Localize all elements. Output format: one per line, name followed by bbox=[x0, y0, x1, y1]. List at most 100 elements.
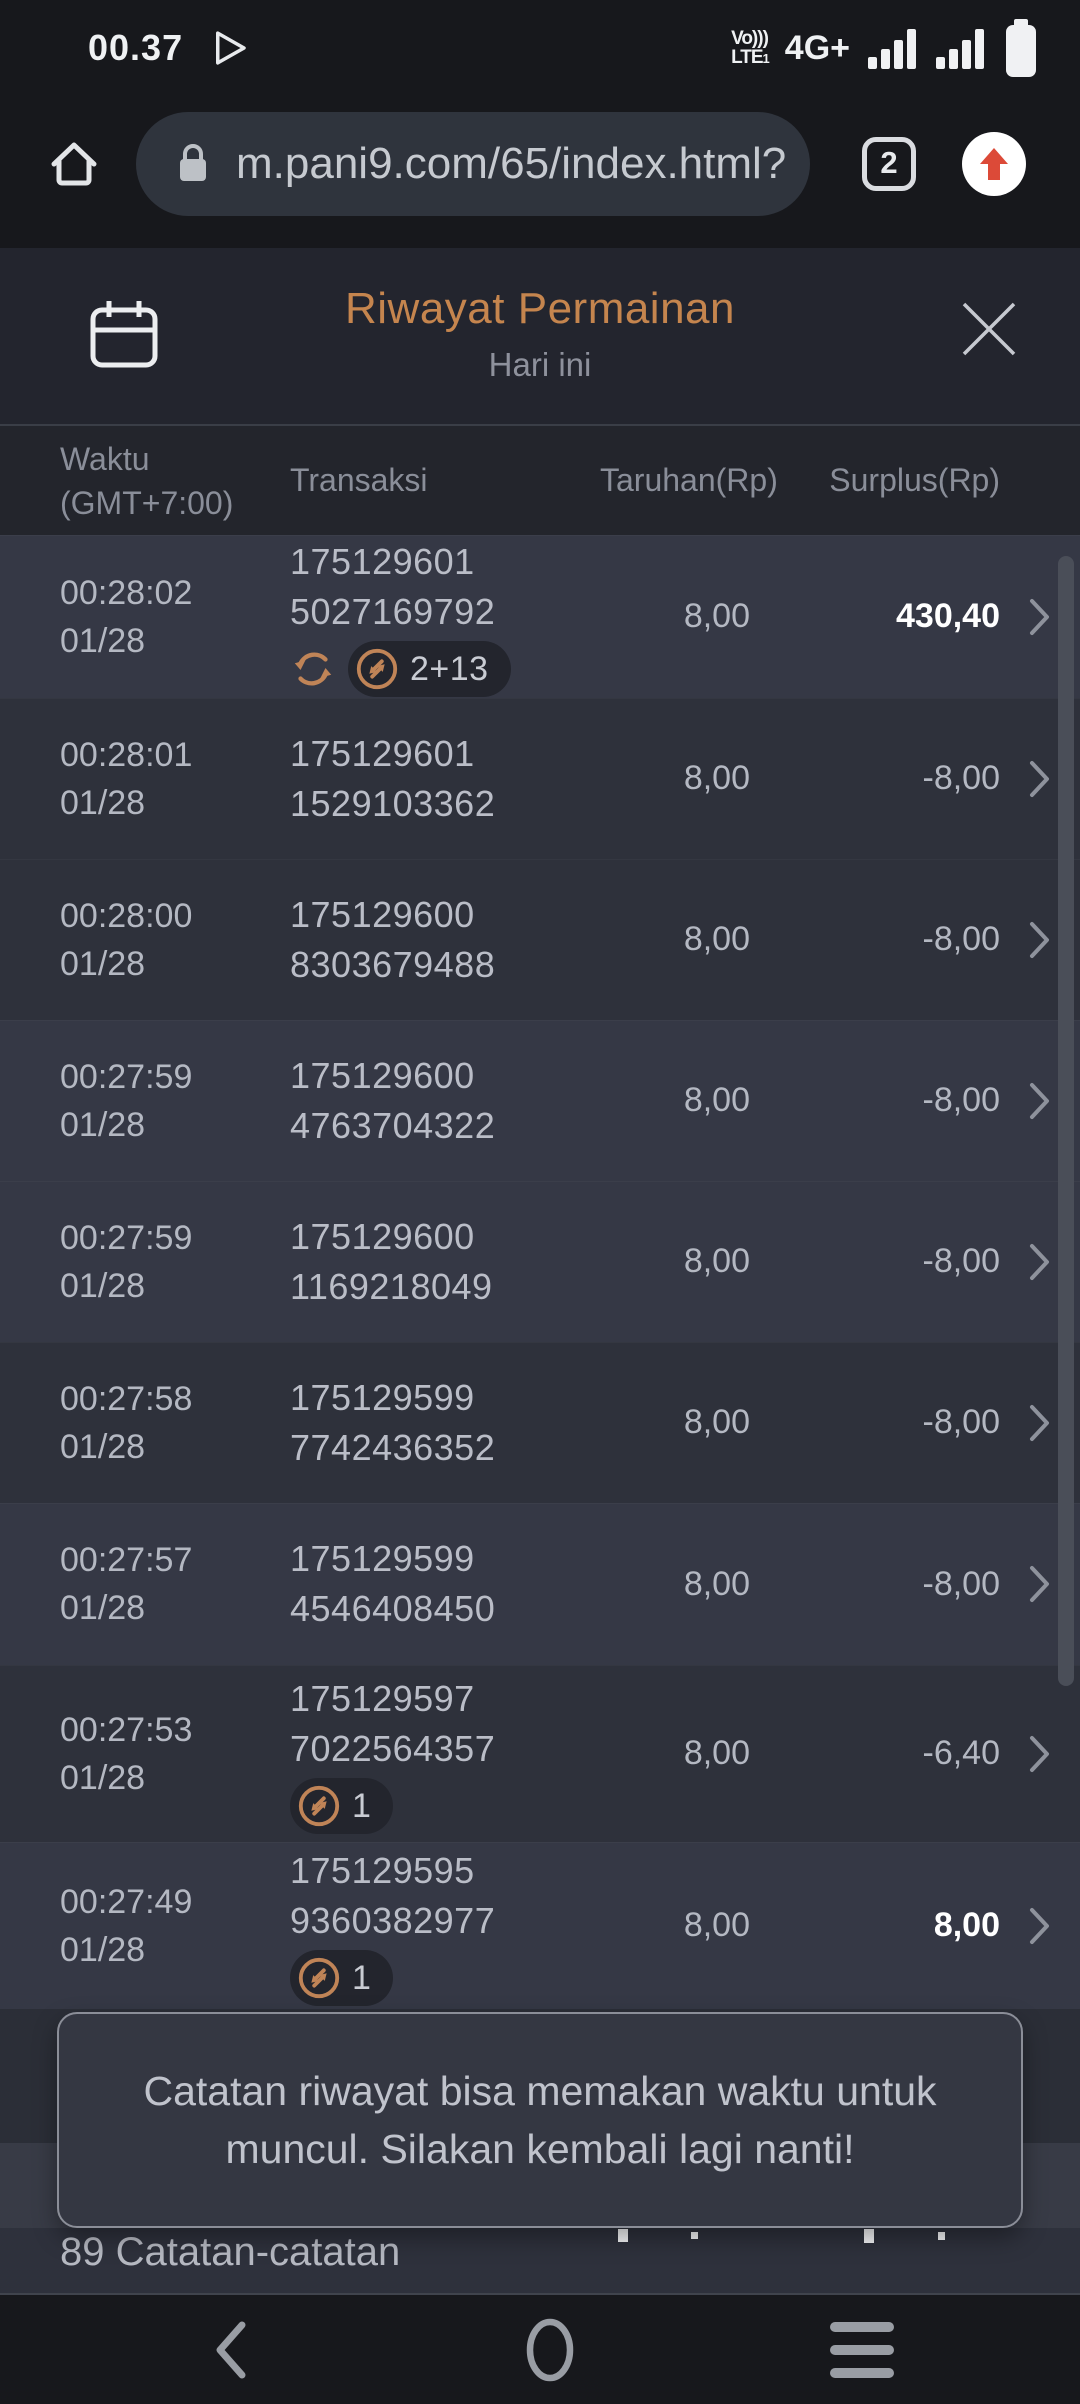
row-bet: 8,00 bbox=[683, 1242, 750, 1280]
table-row[interactable]: 00:27:59 01/28 175129600 4763704322 8,00… bbox=[0, 1020, 1080, 1181]
records-footer: 89 Catatan-catatan bbox=[0, 2228, 1080, 2293]
lock-icon bbox=[176, 142, 210, 186]
tab-switcher-button[interactable]: 2 bbox=[862, 137, 916, 191]
url-bar[interactable]: m.pani9.com/65/index.html? bbox=[136, 112, 810, 216]
row-time: 00:28:00 01/28 bbox=[60, 896, 193, 983]
chevron-right-icon bbox=[1028, 1402, 1052, 1444]
row-transaction: 175129597 7022564357 1 bbox=[290, 1674, 600, 1834]
occluded-text-fragment bbox=[618, 2229, 628, 2242]
column-header-transaction: Transaksi bbox=[290, 462, 428, 498]
row-surplus: 8,00 bbox=[933, 1906, 1000, 1944]
android-nav-bar bbox=[0, 2293, 1080, 2404]
row-bet: 8,00 bbox=[683, 1564, 750, 1603]
status-bar: 00.37 Vo))) LTE1 4G+ bbox=[0, 0, 1080, 90]
column-header-time: Waktu (GMT+7:00) bbox=[60, 440, 234, 521]
url-text: m.pani9.com/65/index.html? bbox=[236, 139, 787, 188]
chevron-right-icon bbox=[1028, 1733, 1052, 1775]
row-time: 00:27:58 01/28 bbox=[60, 1379, 193, 1466]
table-header: Waktu (GMT+7:00) Transaksi Taruhan(Rp) S… bbox=[0, 424, 1080, 535]
occluded-text-fragment bbox=[691, 2232, 698, 2239]
row-bet: 8,00 bbox=[683, 1734, 750, 1772]
page-header: Riwayat Permainan Hari ini bbox=[0, 248, 1080, 424]
table-row[interactable]: 00:27:53 01/28 175129597 7022564357 1 8,… bbox=[0, 1665, 1080, 1842]
round-count-badge: 2+13 bbox=[348, 640, 511, 697]
browser-toolbar: m.pani9.com/65/index.html? 2 bbox=[0, 90, 1080, 248]
row-bet: 8,00 bbox=[683, 920, 750, 958]
row-transaction: 175129600 4763704322 bbox=[290, 1054, 496, 1146]
row-surplus: -8,00 bbox=[922, 1403, 1001, 1441]
records-count: 89 Catatan-catatan bbox=[60, 2230, 401, 2274]
row-surplus: -6,40 bbox=[922, 1734, 1001, 1772]
table-row[interactable]: 00:27:58 01/28 175129599 7742436352 8,00… bbox=[0, 1342, 1080, 1503]
chevron-right-icon bbox=[1028, 1563, 1052, 1605]
tab-count: 2 bbox=[880, 145, 898, 180]
browser-update-button[interactable] bbox=[962, 132, 1026, 196]
occluded-text-fragment bbox=[864, 2229, 874, 2243]
rounds-icon bbox=[296, 1783, 342, 1829]
chevron-right-icon bbox=[1028, 758, 1052, 800]
row-transaction: 175129599 4546408450 bbox=[290, 1538, 496, 1629]
row-transaction: 175129595 9360382977 1 bbox=[290, 1846, 600, 2006]
menu-icon[interactable] bbox=[802, 2295, 922, 2404]
refresh-icon bbox=[290, 646, 336, 692]
chevron-right-icon bbox=[1028, 1905, 1052, 1947]
row-bet: 8,00 bbox=[683, 597, 750, 635]
row-time: 00:27:57 01/28 bbox=[60, 1541, 193, 1627]
home-circle-icon[interactable] bbox=[490, 2295, 610, 2404]
calendar-button[interactable] bbox=[84, 292, 164, 376]
close-button[interactable] bbox=[956, 296, 1022, 362]
table-row[interactable]: 00:28:00 01/28 175129600 8303679488 8,00… bbox=[0, 859, 1080, 1020]
row-transaction: 175129600 1169218049 bbox=[290, 1215, 493, 1307]
row-time: 00:27:49 01/28 bbox=[60, 1882, 193, 1969]
signal-bars-icon bbox=[866, 25, 918, 71]
row-time: 00:28:02 01/28 bbox=[60, 573, 193, 660]
row-surplus: -8,00 bbox=[922, 759, 1001, 797]
column-header-bet: Taruhan(Rp) bbox=[600, 462, 778, 498]
play-store-icon bbox=[209, 27, 251, 69]
column-header-surplus: Surplus(Rp) bbox=[829, 462, 1000, 498]
chevron-right-icon bbox=[1028, 1080, 1052, 1122]
row-transaction: 175129601 5027169792 2+13 bbox=[290, 537, 600, 697]
row-surplus: 430,40 bbox=[896, 597, 1000, 635]
notice-dialog: Catatan riwayat bisa memakan waktu untuk… bbox=[57, 2012, 1023, 2228]
row-bet: 8,00 bbox=[683, 1403, 750, 1441]
history-table-body: 00:28:02 01/28 175129601 5027169792 2+13 bbox=[0, 535, 1080, 2009]
notice-text: Catatan riwayat bisa memakan waktu untuk… bbox=[143, 2068, 937, 2172]
row-transaction: 175129599 7742436352 bbox=[290, 1376, 496, 1468]
row-surplus: -8,00 bbox=[922, 1081, 1001, 1119]
table-row[interactable]: 00:27:49 01/28 175129595 9360382977 1 8,… bbox=[0, 1842, 1080, 2009]
chevron-right-icon bbox=[1028, 596, 1052, 638]
signal-bars-icon bbox=[934, 25, 986, 71]
page-title: Riwayat Permainan bbox=[345, 284, 735, 333]
row-time: 00:27:59 01/28 bbox=[60, 1057, 193, 1144]
round-count-badge: 1 bbox=[290, 1949, 394, 2006]
row-bet: 8,00 bbox=[683, 759, 750, 797]
network-type-label: 4G+ bbox=[784, 28, 850, 67]
occluded-text-fragment bbox=[938, 2232, 945, 2240]
row-transaction: 175129601 1529103362 bbox=[290, 732, 496, 824]
round-count-badge: 1 bbox=[290, 1777, 394, 1834]
table-row[interactable]: 00:27:59 01/28 175129600 1169218049 8,00… bbox=[0, 1181, 1080, 1342]
chevron-right-icon bbox=[1028, 919, 1052, 961]
back-icon[interactable] bbox=[171, 2295, 291, 2404]
table-row[interactable]: 00:27:57 01/28 175129599 4546408450 8,00… bbox=[0, 1503, 1080, 1665]
row-surplus: -8,00 bbox=[922, 1564, 1001, 1603]
close-icon bbox=[962, 302, 1016, 356]
up-arrow-icon bbox=[980, 148, 1008, 180]
scrollbar-thumb[interactable] bbox=[1058, 556, 1074, 1686]
calendar-icon bbox=[90, 301, 158, 368]
row-time: 00:28:01 01/28 bbox=[60, 735, 193, 822]
row-time: 00:27:53 01/28 bbox=[60, 1710, 193, 1797]
clock: 00.37 bbox=[88, 27, 184, 68]
row-bet: 8,00 bbox=[683, 1081, 750, 1119]
home-icon[interactable] bbox=[46, 136, 102, 192]
row-transaction: 175129600 8303679488 bbox=[290, 893, 496, 985]
row-surplus: -8,00 bbox=[922, 1242, 1001, 1280]
rounds-icon bbox=[354, 646, 400, 692]
table-row[interactable]: 00:28:01 01/28 175129601 1529103362 8,00… bbox=[0, 698, 1080, 859]
row-surplus: -8,00 bbox=[922, 920, 1001, 958]
volte-indicator: Vo))) LTE1 bbox=[731, 27, 770, 68]
chevron-right-icon bbox=[1028, 1241, 1052, 1283]
table-row[interactable]: 00:28:02 01/28 175129601 5027169792 2+13 bbox=[0, 535, 1080, 698]
